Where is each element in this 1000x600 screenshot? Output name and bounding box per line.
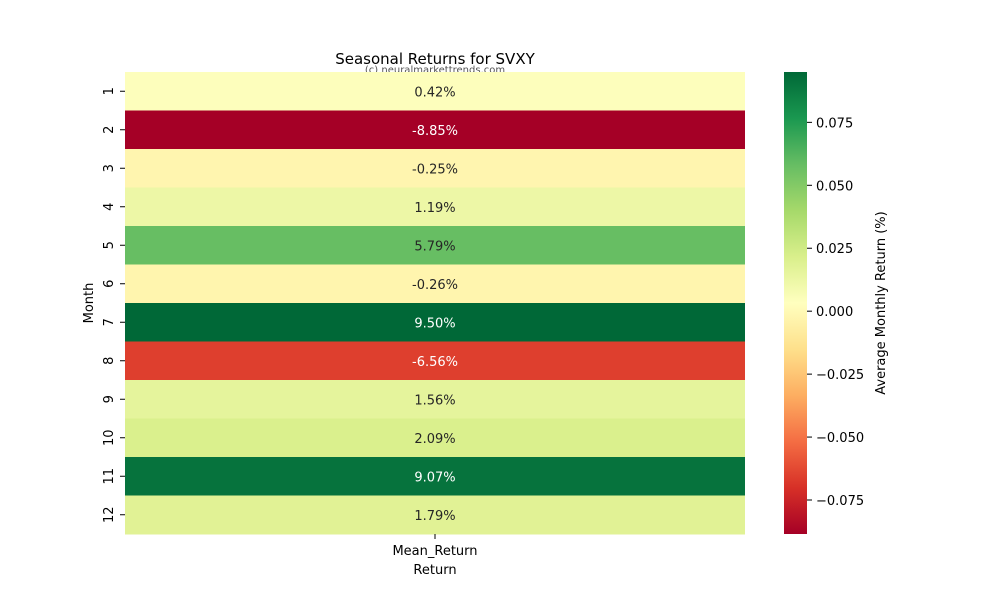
y-tick-label: 10 [102,429,117,446]
heatmap-cell [125,187,745,227]
heatmap-cell [125,495,745,535]
heatmap-cell [125,72,745,111]
cell-value-label: 5.79% [414,239,455,254]
cell-value-label: 0.42% [414,85,455,100]
y-tick-label: 1 [102,87,117,95]
y-tick-label: 6 [102,280,117,288]
colorbar-tick-label: 0.050 [816,179,853,194]
colorbar [784,72,807,534]
cell-value-label: -6.56% [412,355,458,370]
heatmap-cell [125,418,745,458]
colorbar-tick-label: −0.025 [816,368,864,383]
colorbar-tick-label: −0.050 [816,431,864,446]
heatmap-cell [125,149,745,188]
x-axis: Mean_Return [392,534,478,559]
chart-title: Seasonal Returns for SVXY [335,50,535,68]
y-tick-label: 11 [102,468,117,485]
cell-value-label: 1.19% [414,201,455,216]
y-tick-label: 12 [102,506,117,523]
cell-value-label: 9.50% [414,316,455,331]
cell-value-label: -0.25% [412,162,458,177]
colorbar-tick-label: 0.025 [816,242,853,257]
y-axis-label: Month [82,283,97,324]
y-tick-label: 4 [102,203,117,211]
heatmap-cell [125,264,745,304]
y-tick-label: 8 [102,357,117,365]
colorbar-ticks: 0.075 0.050 0.025 0.000 −0.025 −0.050 −0.075 [807,116,864,509]
y-tick-label: 5 [102,241,117,249]
heatmap-cell [125,380,745,419]
x-axis-label: Return [413,563,456,578]
heatmap-cells: 0.42% -8.85% -0.25% 1.19% 5.79% -0.26% 9.50% -6… [125,72,745,535]
heatmap-cell [125,341,745,381]
heatmap-cell [125,457,745,496]
heatmap-cell [125,226,745,265]
colorbar-tick-label: −0.075 [816,494,864,509]
cell-value-label: 9.07% [414,470,455,485]
cell-value-label: -0.26% [412,278,458,293]
cell-value-label: -8.85% [412,124,458,139]
cell-value-label: 1.79% [414,509,455,524]
colorbar-label: Average Monthly Return (%) [874,211,889,394]
y-tick-label: 7 [102,318,117,326]
y-tick-label: 2 [102,126,117,134]
colorbar-tick-label: 0.000 [816,305,853,320]
y-tick-label: 9 [102,395,117,403]
cell-value-label: 2.09% [414,432,455,447]
watermark-text: (c) neuralmarkettrends.com [365,65,505,76]
heatmap-cell [125,303,745,342]
y-tick-label: 3 [102,164,117,172]
heatmap-cell [125,110,745,150]
cell-value-label: 1.56% [414,393,455,408]
x-tick-label: Mean_Return [392,544,477,559]
colorbar-tick-label: 0.075 [816,116,853,131]
